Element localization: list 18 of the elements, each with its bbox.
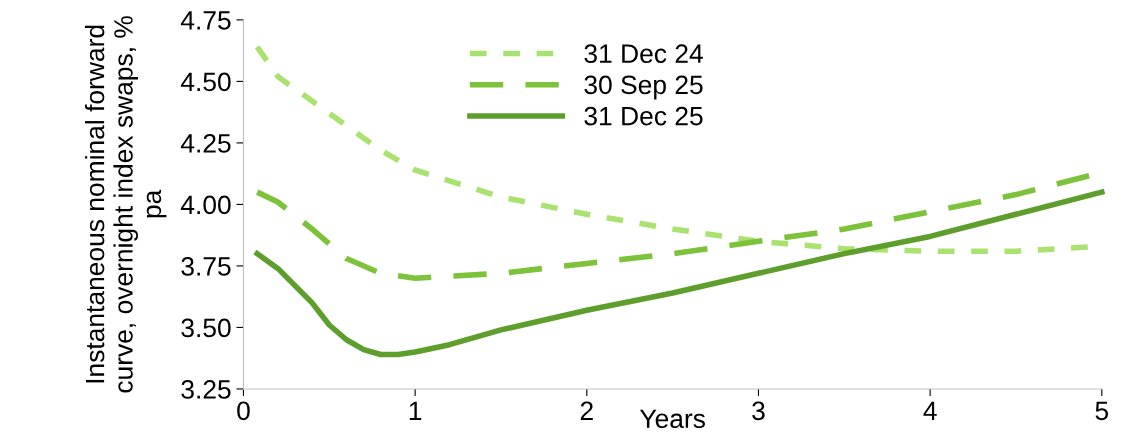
legend-label: 31 Dec 24 xyxy=(584,44,703,64)
y-tick-label: 3.75 xyxy=(181,257,231,276)
x-tick-label: 0 xyxy=(237,401,250,421)
x-tick-label: 3 xyxy=(752,401,765,421)
y-tick-label: 4.00 xyxy=(180,195,231,215)
y-tick-label: 4.25 xyxy=(180,134,231,153)
legend-label: 30 Sep 25 xyxy=(584,75,703,100)
x-tick-label: 1 xyxy=(409,401,422,420)
x-tick-label: 2 xyxy=(580,401,593,420)
y-tick-label: 4.50 xyxy=(180,72,231,92)
x-axis-title: Years xyxy=(639,409,705,429)
legend-label: 31 Dec 25 xyxy=(584,106,703,126)
y-tick-label: 3.50 xyxy=(181,318,231,338)
x-tick-label: 4 xyxy=(923,401,937,420)
y-tick-label: 3.25 xyxy=(181,380,231,399)
x-tick-label: 5 xyxy=(1095,401,1109,421)
y-tick-label: 4.75 xyxy=(180,11,231,30)
y-axis-title: Instantaneous nominal forward curve, overnight index swaps, % pa xyxy=(84,16,167,393)
